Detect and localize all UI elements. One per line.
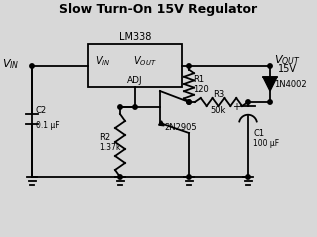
Text: 100 μF: 100 μF	[253, 139, 279, 148]
Text: $V_{OUT}$: $V_{OUT}$	[274, 53, 301, 67]
Text: +: +	[232, 102, 240, 112]
Text: $V_{OUT}$: $V_{OUT}$	[133, 55, 157, 68]
Polygon shape	[158, 121, 164, 126]
Text: 120: 120	[193, 85, 209, 94]
Circle shape	[30, 64, 34, 68]
Text: C2: C2	[36, 106, 47, 115]
Circle shape	[133, 105, 137, 109]
Text: 2N2905: 2N2905	[164, 123, 197, 132]
Circle shape	[246, 175, 250, 179]
Circle shape	[187, 64, 191, 68]
Text: ADJ: ADJ	[127, 76, 143, 85]
Text: Slow Turn-On 15V Regulator: Slow Turn-On 15V Regulator	[59, 3, 257, 15]
Circle shape	[187, 100, 191, 104]
Circle shape	[187, 100, 191, 104]
Circle shape	[187, 175, 191, 179]
Text: 0.1 μF: 0.1 μF	[36, 121, 60, 130]
Text: 15V: 15V	[278, 64, 297, 74]
Circle shape	[118, 105, 122, 109]
Text: C1: C1	[253, 129, 264, 138]
Polygon shape	[263, 77, 277, 91]
Text: $V_{IN}$: $V_{IN}$	[95, 55, 111, 68]
Text: $V_{IN}$: $V_{IN}$	[2, 57, 20, 71]
Circle shape	[268, 64, 272, 68]
Text: 1N4002: 1N4002	[274, 79, 307, 88]
Text: R1: R1	[193, 74, 204, 83]
Text: LM338: LM338	[119, 32, 151, 42]
Text: R2: R2	[99, 133, 110, 142]
Circle shape	[246, 100, 250, 104]
Bar	[88, 44, 182, 87]
Circle shape	[118, 175, 122, 179]
Circle shape	[268, 100, 272, 104]
Text: 1.37k: 1.37k	[99, 143, 120, 152]
Text: R3: R3	[213, 90, 224, 99]
Text: 50k: 50k	[211, 105, 226, 114]
